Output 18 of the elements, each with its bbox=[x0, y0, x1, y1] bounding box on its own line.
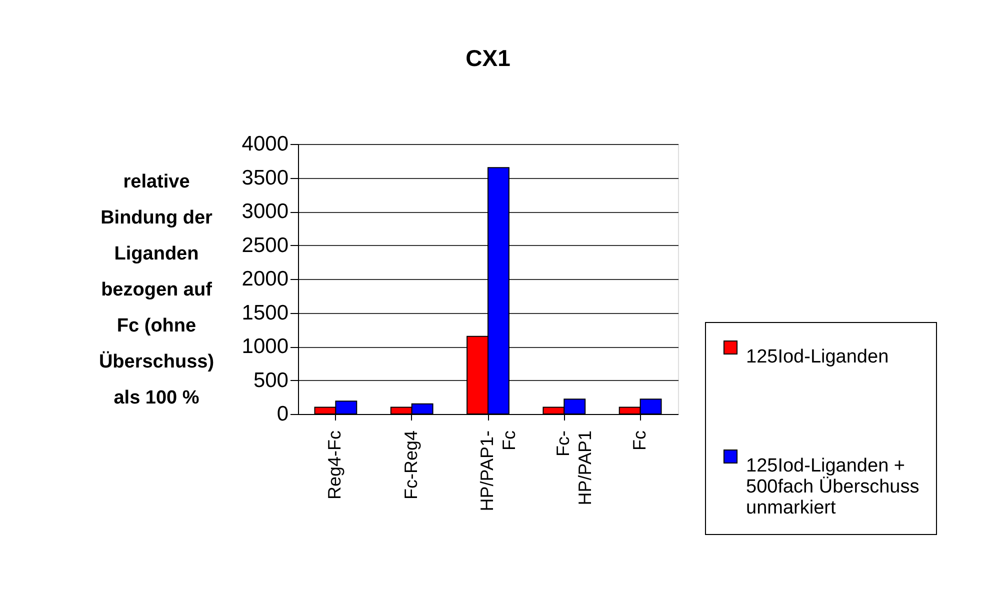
y-tick-label: 1000 bbox=[242, 335, 288, 358]
x-tick-label: HP/PAP1-Fc bbox=[477, 430, 519, 512]
x-tick-label: Reg4-Fc bbox=[324, 430, 345, 500]
x-tick-label: Fc-Reg4 bbox=[400, 430, 421, 500]
x-tick-label: Fc-HP/PAP1 bbox=[553, 430, 596, 506]
y-tick-label: 0 bbox=[276, 402, 288, 426]
y-tick-label: 3500 bbox=[242, 166, 288, 190]
y-axis-title: relative Bindung der Liganden bezogen auf Fc (ohne Überschuss) als 100 % bbox=[98, 172, 214, 408]
y-tick-label: 3000 bbox=[242, 200, 288, 223]
x-tick-label: Fc bbox=[629, 430, 650, 450]
legend-label: 125Iod-Liganden bbox=[746, 346, 889, 368]
y-tick-label: 2000 bbox=[242, 268, 288, 290]
legend-label: 125Iod-Liganden + 500fach Überschuss unmarkiert bbox=[746, 456, 920, 518]
y-tick-label: 2500 bbox=[242, 234, 288, 257]
y-tick-label: 4000 bbox=[242, 132, 288, 156]
y-tick-label: 1500 bbox=[242, 301, 288, 324]
y-tick-label: 500 bbox=[253, 368, 288, 392]
chart-title: CX1 bbox=[466, 45, 511, 71]
